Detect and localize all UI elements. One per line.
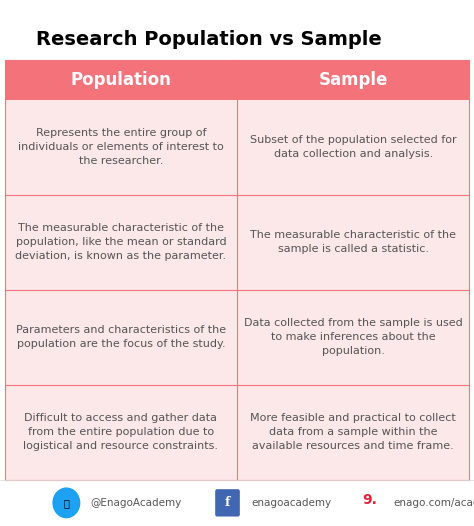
Text: 9.: 9. <box>362 493 377 507</box>
Text: Subset of the population selected for
data collection and analysis.: Subset of the population selected for da… <box>250 135 456 159</box>
Text: More feasible and practical to collect
data from a sample within the
available r: More feasible and practical to collect d… <box>250 413 456 451</box>
Text: Data collected from the sample is used
to make inferences about the
population.: Data collected from the sample is used t… <box>244 318 463 356</box>
FancyBboxPatch shape <box>237 290 469 385</box>
FancyBboxPatch shape <box>5 195 237 290</box>
Text: enagoacademy: enagoacademy <box>251 498 331 508</box>
FancyBboxPatch shape <box>5 290 237 385</box>
Text: Difficult to access and gather data
from the entire population due to
logistical: Difficult to access and gather data from… <box>23 413 219 451</box>
FancyBboxPatch shape <box>215 489 240 517</box>
Text: 🐦: 🐦 <box>64 498 69 508</box>
Text: Population: Population <box>71 71 171 89</box>
Text: Parameters and characteristics of the
population are the focus of the study.: Parameters and characteristics of the po… <box>16 325 226 349</box>
Text: The measurable characteristic of the
population, like the mean or standard
devia: The measurable characteristic of the pop… <box>15 224 227 261</box>
FancyBboxPatch shape <box>5 385 237 480</box>
Text: @EnagoAcademy: @EnagoAcademy <box>90 498 182 508</box>
FancyBboxPatch shape <box>237 385 469 480</box>
Text: Research Population vs Sample: Research Population vs Sample <box>36 31 382 49</box>
FancyBboxPatch shape <box>5 100 237 195</box>
Text: Sample: Sample <box>319 71 388 89</box>
FancyBboxPatch shape <box>237 100 469 195</box>
Circle shape <box>53 488 80 518</box>
Text: enago.com/academy: enago.com/academy <box>393 498 474 508</box>
Text: Represents the entire group of
individuals or elements of interest to
the resear: Represents the entire group of individua… <box>18 128 224 166</box>
FancyBboxPatch shape <box>5 60 237 100</box>
Text: f: f <box>225 497 230 509</box>
Text: The measurable characteristic of the
sample is called a statistic.: The measurable characteristic of the sam… <box>250 230 456 255</box>
FancyBboxPatch shape <box>237 60 469 100</box>
FancyBboxPatch shape <box>237 195 469 290</box>
